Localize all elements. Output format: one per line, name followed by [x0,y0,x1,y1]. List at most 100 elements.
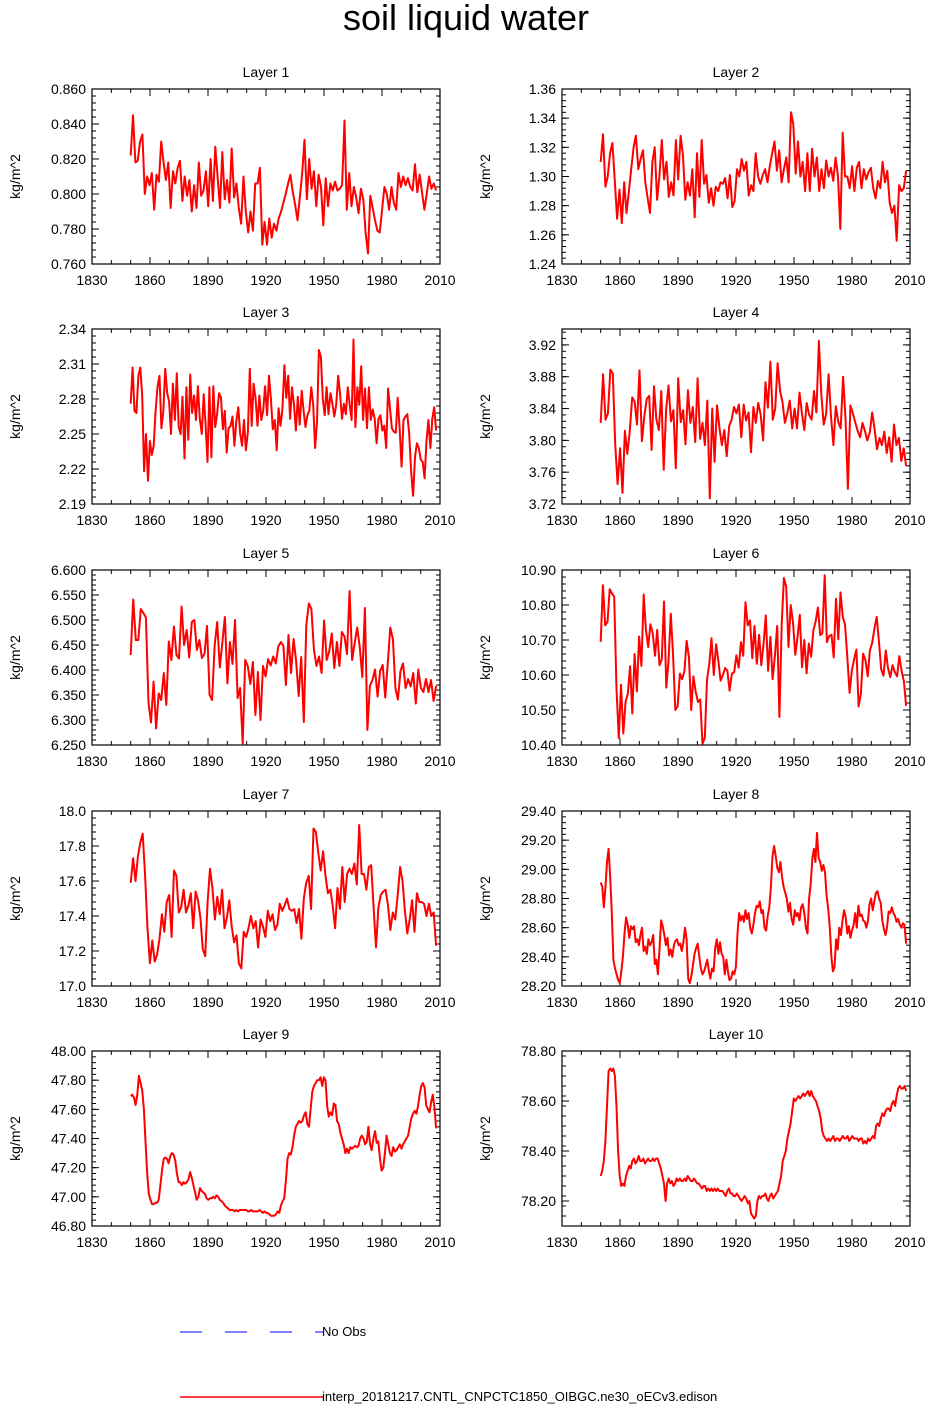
y-tick-label: 3.84 [529,401,556,417]
chart-panel-8: Layer 8 kg/m^2 1830 1860 1890 1920 1950 1980 201… [477,786,926,1010]
x-tick-label: 1950 [308,994,339,1010]
panel-title: Layer 2 [713,64,760,80]
series-line [129,114,438,255]
series-line [599,1067,908,1220]
y-tick-label: 1.32 [529,139,556,155]
y-tick-label: 47.60 [51,1101,86,1117]
x-tick-label: 1920 [720,753,751,769]
y-tick-label: 6.350 [51,687,86,703]
x-tick-label: 2010 [894,512,925,528]
y-tick-label: 46.80 [51,1218,86,1234]
x-tick-label: 1980 [836,994,867,1010]
chart-panel-2: Layer 2 kg/m^2 1830 1860 1890 1920 1950 1980 201… [477,64,926,288]
y-tick-label: 10.90 [521,562,556,578]
x-tick-label: 1830 [76,1234,107,1250]
panel-title: Layer 4 [713,304,760,320]
y-tick-label: 17.0 [59,978,86,994]
y-tick-label: 3.88 [529,369,556,385]
panel-title: Layer 5 [243,545,290,561]
x-tick-label: 2010 [894,994,925,1010]
y-tick-label: 0.800 [51,186,86,202]
y-tick-label: 0.820 [51,151,86,167]
panel-title: Layer 9 [243,1026,290,1042]
x-tick-label: 1920 [720,272,751,288]
y-tick-label: 78.40 [521,1143,556,1159]
x-tick-label: 2010 [894,1234,925,1250]
y-tick-label: 17.4 [59,908,86,924]
x-tick-label: 1890 [192,1234,223,1250]
x-tick-label: 1920 [250,272,281,288]
x-tick-label: 1830 [546,753,577,769]
x-tick-label: 1860 [134,512,165,528]
series-line [599,574,908,745]
y-tick-label: 3.72 [529,496,556,512]
y-tick-label: 6.500 [51,612,86,628]
x-tick-label: 1920 [250,1234,281,1250]
legend-model-label: interp_20181217.CNTL_CNPCTC1850_OIBGC.ne… [322,1389,718,1404]
y-tick-label: 0.840 [51,116,86,132]
x-tick-label: 1950 [308,753,339,769]
y-tick-label: 3.92 [529,337,556,353]
chart-panel-6: Layer 6 kg/m^2 1830 1860 1890 1920 1950 1980 201… [477,545,926,769]
y-tick-label: 28.40 [521,949,556,965]
chart-panel-7: Layer 7 kg/m^2 1830 1860 1890 1920 1950 1980 201… [7,786,456,1010]
x-tick-label: 1830 [76,753,107,769]
series-line [599,339,908,500]
y-tick-label: 6.250 [51,737,86,753]
series-line [129,824,438,970]
chart-panel-4: Layer 4 kg/m^2 1830 1860 1890 1920 1950 1980 201… [477,304,926,528]
x-tick-label: 1890 [192,753,223,769]
x-tick-label: 1980 [366,753,397,769]
y-tick-label: 28.60 [521,920,556,936]
x-tick-label: 1890 [192,272,223,288]
y-tick-label: 17.2 [59,943,86,959]
series-line [129,590,438,745]
y-axis-label: kg/m^2 [7,394,23,439]
y-tick-label: 6.450 [51,637,86,653]
x-tick-label: 2010 [894,272,925,288]
chart-panel-5: Layer 5 kg/m^2 1830 1860 1890 1920 1950 1980 201… [7,545,456,769]
x-tick-label: 1860 [604,272,635,288]
y-tick-label: 18.0 [59,803,86,819]
x-tick-label: 1950 [778,994,809,1010]
x-tick-label: 1980 [366,994,397,1010]
y-tick-label: 6.300 [51,712,86,728]
x-tick-label: 1950 [308,1234,339,1250]
x-tick-label: 1830 [546,994,577,1010]
y-tick-label: 47.80 [51,1072,86,1088]
x-tick-label: 1920 [250,994,281,1010]
y-tick-label: 29.20 [521,832,556,848]
y-tick-label: 10.50 [521,702,556,718]
panel-title: Layer 7 [243,786,290,802]
y-tick-label: 47.00 [51,1189,86,1205]
panel-title: Layer 3 [243,304,290,320]
x-tick-label: 1980 [836,753,867,769]
x-tick-label: 1890 [192,994,223,1010]
y-tick-label: 29.00 [521,861,556,877]
x-tick-label: 1950 [778,753,809,769]
y-axis-label: kg/m^2 [7,876,23,921]
y-axis-label: kg/m^2 [477,876,493,921]
series-line [599,111,908,242]
y-axis-label: kg/m^2 [477,1116,493,1161]
x-tick-label: 1830 [76,272,107,288]
y-tick-label: 2.25 [59,426,86,442]
x-tick-label: 1890 [662,1234,693,1250]
x-tick-label: 1920 [250,753,281,769]
x-tick-label: 1980 [366,512,397,528]
y-tick-label: 6.550 [51,587,86,603]
x-tick-label: 1920 [720,512,751,528]
y-axis-label: kg/m^2 [7,154,23,199]
y-tick-label: 3.80 [529,432,556,448]
series-line [599,831,908,985]
y-tick-label: 2.28 [59,391,86,407]
y-tick-label: 2.19 [59,496,86,512]
x-tick-label: 1980 [366,1234,397,1250]
y-tick-label: 1.34 [529,110,556,126]
x-tick-label: 1860 [604,994,635,1010]
series-line [129,338,438,497]
x-tick-label: 1860 [134,753,165,769]
y-tick-label: 3.76 [529,464,556,480]
x-tick-label: 1950 [778,272,809,288]
x-tick-label: 2010 [424,994,455,1010]
